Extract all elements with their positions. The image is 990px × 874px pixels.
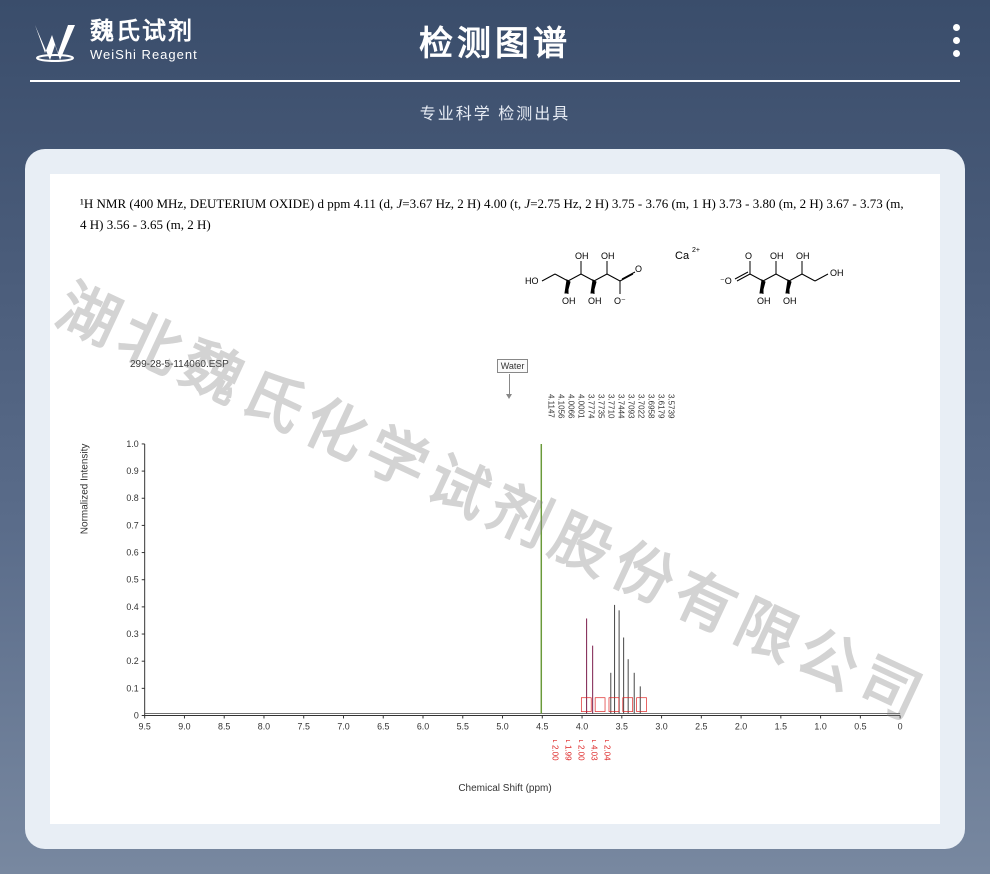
- svg-text:2.0: 2.0: [735, 721, 747, 731]
- svg-text:1.0: 1.0: [814, 721, 826, 731]
- svg-text:4.0: 4.0: [576, 721, 588, 731]
- svg-text:5.5: 5.5: [457, 721, 469, 731]
- svg-text:OH: OH: [757, 296, 771, 306]
- svg-text:OH: OH: [796, 251, 810, 261]
- svg-text:0.2: 0.2: [126, 656, 138, 666]
- integration-labels: ⌐2.00 ⌐1.99 ⌐2.00 ⌐4.03 ⌐2.04: [551, 736, 612, 764]
- nmr-description: ¹H NMR (400 MHz, DEUTERIUM OXIDE) d ppm …: [80, 194, 910, 236]
- svg-text:9.5: 9.5: [139, 721, 151, 731]
- svg-text:3.5: 3.5: [616, 721, 628, 731]
- nmr-text-part: 4 H) 3.56 - 3.65 (m, 2 H): [80, 217, 211, 232]
- svg-text:O: O: [635, 264, 642, 274]
- menu-dots-icon[interactable]: [953, 24, 960, 57]
- svg-text:OH: OH: [562, 296, 576, 306]
- svg-text:6.0: 6.0: [417, 721, 429, 731]
- svg-text:6.5: 6.5: [377, 721, 389, 731]
- peak-value: 4.0001: [577, 394, 586, 432]
- svg-text:OH: OH: [601, 251, 615, 261]
- page-title: 检测图谱: [419, 16, 571, 65]
- integration-value: ⌐2.00: [551, 736, 560, 764]
- svg-text:5.0: 5.0: [496, 721, 508, 731]
- nmr-spectrum: 299-28-5-114060.ESP Water 4.11474.10564.…: [90, 354, 920, 794]
- svg-text:8.5: 8.5: [218, 721, 230, 731]
- svg-text:9.0: 9.0: [178, 721, 190, 731]
- subtitle: 专业科学 检测出具: [0, 100, 990, 124]
- water-pointer: [509, 374, 510, 394]
- peak-value: 4.0066: [567, 394, 576, 432]
- svg-text:1.5: 1.5: [775, 721, 787, 731]
- svg-text:OH: OH: [575, 251, 589, 261]
- peak-value: 4.1147: [547, 394, 556, 432]
- svg-text:0.5: 0.5: [126, 575, 138, 585]
- peak-value: 3.6958: [647, 394, 656, 432]
- logo-en-text: WeiShi Reagent: [90, 47, 198, 63]
- svg-text:0.4: 0.4: [126, 602, 138, 612]
- integration-value: ⌐1.99: [564, 736, 573, 764]
- svg-text:1.0: 1.0: [126, 439, 138, 449]
- integration-value: ⌐2.00: [577, 736, 586, 764]
- esp-filename: 299-28-5-114060.ESP: [130, 359, 229, 370]
- peak-value: 3.7735: [597, 394, 606, 432]
- svg-text:O: O: [745, 251, 752, 261]
- nmr-text-part: =2.75 Hz, 2 H) 3.75 - 3.76 (m, 1 H) 3.73…: [530, 196, 903, 211]
- y-axis-label: Normalized Intensity: [80, 444, 91, 535]
- svg-text:2.5: 2.5: [695, 721, 707, 731]
- page-header: 魏氏试剂 WeiShi Reagent 检测图谱: [0, 0, 990, 75]
- svg-text:0.1: 0.1: [126, 683, 138, 693]
- svg-text:⁻O: ⁻O: [720, 276, 732, 286]
- logo-text: 魏氏试剂 WeiShi Reagent: [90, 18, 198, 62]
- svg-text:4.5: 4.5: [536, 721, 548, 731]
- svg-text:0.5: 0.5: [854, 721, 866, 731]
- integration-value: ⌐4.03: [590, 736, 599, 764]
- chemical-structure: HO OH OH OH OH O: [520, 234, 900, 324]
- svg-text:O⁻: O⁻: [614, 296, 626, 306]
- svg-text:OH: OH: [830, 268, 844, 278]
- x-axis-label: Chemical Shift (ppm): [458, 783, 551, 794]
- peak-value: 3.7444: [617, 394, 626, 432]
- svg-text:7.0: 7.0: [337, 721, 349, 731]
- svg-text:0: 0: [134, 710, 139, 720]
- water-label: Water: [497, 359, 529, 373]
- svg-text:OH: OH: [588, 296, 602, 306]
- peak-value: 3.7093: [627, 394, 636, 432]
- integration-value: ⌐2.04: [603, 736, 612, 764]
- svg-text:8.0: 8.0: [258, 721, 270, 731]
- peak-labels: 4.11474.10564.00664.00013.77743.77353.77…: [547, 394, 676, 432]
- svg-text:0.8: 0.8: [126, 493, 138, 503]
- svg-text:0.3: 0.3: [126, 629, 138, 639]
- nmr-text-part: =3.67 Hz, 2 H) 4.00 (t,: [402, 196, 524, 211]
- peak-value: 3.7774: [587, 394, 596, 432]
- peak-value: 4.1056: [557, 394, 566, 432]
- svg-text:OH: OH: [770, 251, 784, 261]
- svg-text:0.6: 0.6: [126, 548, 138, 558]
- svg-text:0.7: 0.7: [126, 520, 138, 530]
- peak-value: 3.7710: [607, 394, 616, 432]
- svg-text:3.0: 3.0: [655, 721, 667, 731]
- header-divider: [30, 80, 960, 82]
- logo-icon: [30, 15, 80, 65]
- logo-cn-text: 魏氏试剂: [90, 18, 198, 47]
- svg-text:Ca: Ca: [675, 250, 690, 262]
- peak-value: 3.5739: [667, 394, 676, 432]
- spectrum-card: ¹H NMR (400 MHz, DEUTERIUM OXIDE) d ppm …: [50, 174, 940, 824]
- svg-text:2+: 2+: [692, 247, 700, 254]
- logo-section: 魏氏试剂 WeiShi Reagent: [30, 15, 198, 65]
- svg-text:HO: HO: [525, 276, 539, 286]
- peak-value: 3.6179: [657, 394, 666, 432]
- svg-text:7.5: 7.5: [298, 721, 310, 731]
- svg-text:0: 0: [898, 721, 903, 731]
- spectrum-chart: 1.00.90.80.70.60.50.40.30.20.109.59.08.5…: [120, 439, 910, 745]
- content-container: ¹H NMR (400 MHz, DEUTERIUM OXIDE) d ppm …: [25, 149, 965, 849]
- nmr-text-part: ¹H NMR (400 MHz, DEUTERIUM OXIDE) d ppm …: [80, 196, 396, 211]
- svg-text:OH: OH: [783, 296, 797, 306]
- peak-value: 3.7022: [637, 394, 646, 432]
- svg-text:0.9: 0.9: [126, 466, 138, 476]
